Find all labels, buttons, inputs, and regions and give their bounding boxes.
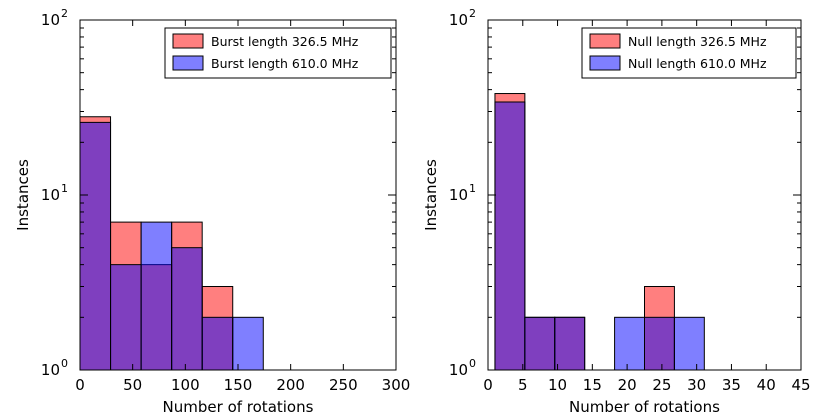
y-tick-exponent: 1 <box>469 182 476 195</box>
legend-label: Null length 326.5 MHz <box>628 34 767 49</box>
legend: Null length 326.5 MHz Null length 610.0 M… <box>581 27 797 79</box>
bar-blue-bin-6 <box>644 316 675 371</box>
legend-swatch-red <box>589 33 621 49</box>
y-tick-label: 10 <box>41 361 60 379</box>
x-tick-label: 20 <box>618 376 637 394</box>
x-tick-label: 45 <box>791 376 810 394</box>
bar-blue-bin-5 <box>614 316 646 371</box>
bar-blue-bin-3 <box>554 316 586 371</box>
bar-blue-bin-2 <box>524 316 556 371</box>
x-tick-label: 300 <box>382 376 411 394</box>
bar-blue-bin-2 <box>110 264 142 371</box>
y-tick-exponent: 0 <box>469 357 476 370</box>
x-tick-label: 40 <box>757 376 776 394</box>
y-tick-label: 10 <box>41 11 60 29</box>
y-tick-label: 10 <box>449 361 468 379</box>
bar-blue-bin-3 <box>140 221 173 371</box>
x-tick-label: 150 <box>224 376 253 394</box>
x-tick-label: 5 <box>518 376 528 394</box>
x-tick-label: 15 <box>583 376 602 394</box>
x-tick-label: 10 <box>548 376 567 394</box>
y-axis-label: Instances <box>422 159 440 231</box>
x-tick-label: 100 <box>171 376 200 394</box>
x-tick-label: 250 <box>329 376 358 394</box>
legend-swatch-blue <box>589 55 621 71</box>
legend-label: Burst length 610.0 MHz <box>211 56 359 71</box>
x-tick-label: 35 <box>722 376 741 394</box>
y-axis-label: Instances <box>14 159 32 231</box>
x-tick-label: 0 <box>483 376 493 394</box>
x-axis-label: Number of rotations <box>163 398 314 415</box>
bar-blue-bin-7 <box>673 316 705 371</box>
bar-blue-bin-1 <box>494 101 526 371</box>
bar-blue-bin-6 <box>232 316 264 371</box>
x-tick-label: 50 <box>123 376 142 394</box>
x-tick-label: 200 <box>276 376 305 394</box>
bar-blue-bin-4 <box>171 247 203 371</box>
legend-swatch-blue <box>172 55 204 71</box>
x-tick-label: 30 <box>687 376 706 394</box>
x-tick-label: 0 <box>75 376 85 394</box>
y-tick-label: 10 <box>449 186 468 204</box>
y-tick-label: 10 <box>41 186 60 204</box>
x-axis-label: Number of rotations <box>569 398 720 415</box>
legend-label: Burst length 326.5 MHz <box>211 34 359 49</box>
y-tick-exponent: 0 <box>61 357 68 370</box>
bar-blue-bin-5 <box>201 316 234 371</box>
x-tick-label: 25 <box>652 376 671 394</box>
legend-label: Null length 610.0 MHz <box>628 56 767 71</box>
legend: Burst length 326.5 MHz Burst length 610.0… <box>164 27 392 79</box>
legend-swatch-red <box>172 33 204 49</box>
bar-blue-bin-1 <box>79 121 112 371</box>
y-tick-exponent: 1 <box>61 182 68 195</box>
y-tick-exponent: 2 <box>61 7 68 20</box>
y-tick-label: 10 <box>449 11 468 29</box>
y-tick-exponent: 2 <box>469 7 476 20</box>
